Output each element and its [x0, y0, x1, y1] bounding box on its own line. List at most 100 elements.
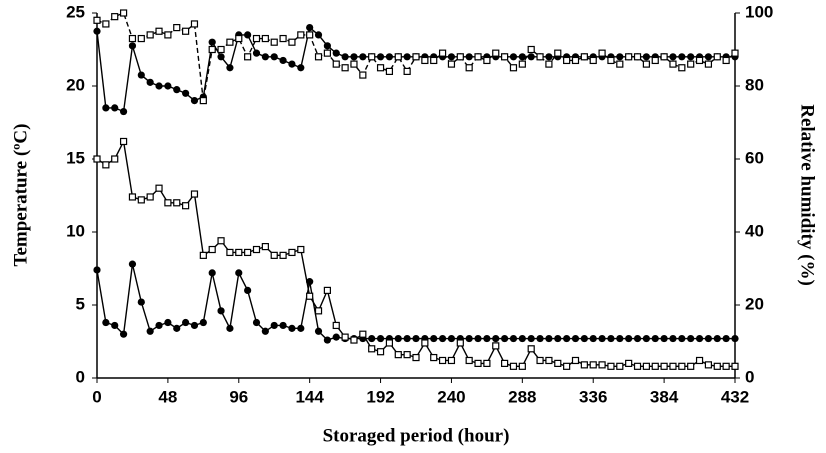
- marker: [217, 307, 225, 315]
- marker: [722, 334, 730, 343]
- marker: [616, 334, 624, 343]
- marker: [173, 86, 181, 94]
- marker: [412, 53, 420, 61]
- marker: [695, 356, 704, 365]
- marker: [447, 60, 456, 68]
- marker: [155, 321, 163, 330]
- marker: [571, 334, 580, 343]
- marker: [456, 339, 464, 347]
- marker: [438, 334, 447, 343]
- marker: [731, 362, 739, 370]
- marker: [332, 321, 340, 330]
- marker: [509, 64, 518, 72]
- marker: [554, 49, 562, 57]
- marker: [704, 361, 713, 369]
- marker: [190, 321, 199, 330]
- marker: [536, 334, 544, 343]
- marker: [235, 34, 243, 43]
- marker: [465, 356, 473, 365]
- marker: [297, 324, 305, 332]
- marker: [146, 31, 154, 39]
- marker: [483, 56, 491, 65]
- marker: [474, 53, 482, 61]
- x-tick-label: 192: [366, 387, 394, 406]
- marker: [190, 97, 199, 105]
- marker: [385, 339, 394, 347]
- x-axis-title: Storaged period (hour): [323, 425, 510, 446]
- marker: [155, 27, 163, 35]
- marker: [527, 345, 535, 353]
- marker: [545, 356, 553, 365]
- marker: [518, 60, 526, 68]
- marker: [651, 56, 659, 65]
- marker: [217, 237, 225, 245]
- marker: [102, 20, 110, 28]
- marker: [430, 56, 438, 65]
- marker: [208, 38, 216, 46]
- marker: [722, 56, 730, 65]
- marker: [642, 60, 650, 68]
- marker: [518, 334, 526, 343]
- marker: [359, 330, 367, 338]
- marker: [518, 53, 526, 61]
- marker: [332, 60, 340, 68]
- marker: [501, 53, 509, 61]
- marker: [332, 333, 340, 341]
- marker: [678, 53, 686, 61]
- marker: [403, 53, 411, 61]
- marker: [598, 49, 606, 57]
- marker: [669, 362, 677, 370]
- marker: [376, 64, 385, 72]
- marker: [306, 31, 314, 39]
- marker: [554, 334, 562, 343]
- marker: [651, 334, 659, 343]
- marker: [279, 56, 287, 65]
- marker: [244, 31, 252, 39]
- marker: [678, 362, 686, 370]
- marker: [252, 318, 261, 327]
- marker: [447, 334, 456, 343]
- marker: [687, 60, 695, 68]
- marker: [438, 49, 447, 57]
- x-tick-label: 144: [295, 387, 324, 406]
- marker: [111, 155, 119, 163]
- marker: [412, 353, 420, 362]
- series-line: [96, 263, 735, 341]
- marker: [323, 286, 331, 294]
- y2-tick-label: 60: [745, 148, 764, 167]
- marker: [208, 269, 216, 277]
- marker: [173, 324, 181, 332]
- marker: [589, 334, 597, 343]
- marker: [270, 38, 278, 46]
- marker: [589, 56, 597, 65]
- x-tick-label: 96: [229, 387, 248, 406]
- marker: [146, 327, 154, 335]
- marker: [190, 20, 199, 28]
- marker: [235, 248, 243, 257]
- y-tick-label: 10: [66, 221, 85, 240]
- marker: [625, 359, 633, 367]
- x-tick-label: 48: [158, 387, 177, 406]
- marker: [669, 53, 677, 61]
- marker: [146, 193, 154, 201]
- marker: [288, 60, 296, 68]
- y-tick-label: 15: [66, 148, 85, 167]
- marker: [182, 202, 190, 210]
- marker: [297, 245, 305, 254]
- marker: [403, 351, 411, 359]
- marker: [288, 248, 296, 257]
- marker: [536, 53, 544, 61]
- marker: [465, 53, 473, 61]
- marker: [509, 362, 518, 370]
- marker: [447, 53, 456, 61]
- marker: [102, 161, 110, 169]
- marker: [625, 53, 633, 61]
- marker: [554, 359, 562, 367]
- x-tick-label: 336: [579, 387, 607, 406]
- marker: [226, 324, 234, 332]
- marker: [341, 333, 349, 341]
- y-tick-label: 0: [76, 367, 85, 386]
- marker: [536, 356, 544, 365]
- marker: [687, 53, 695, 61]
- marker: [447, 356, 456, 365]
